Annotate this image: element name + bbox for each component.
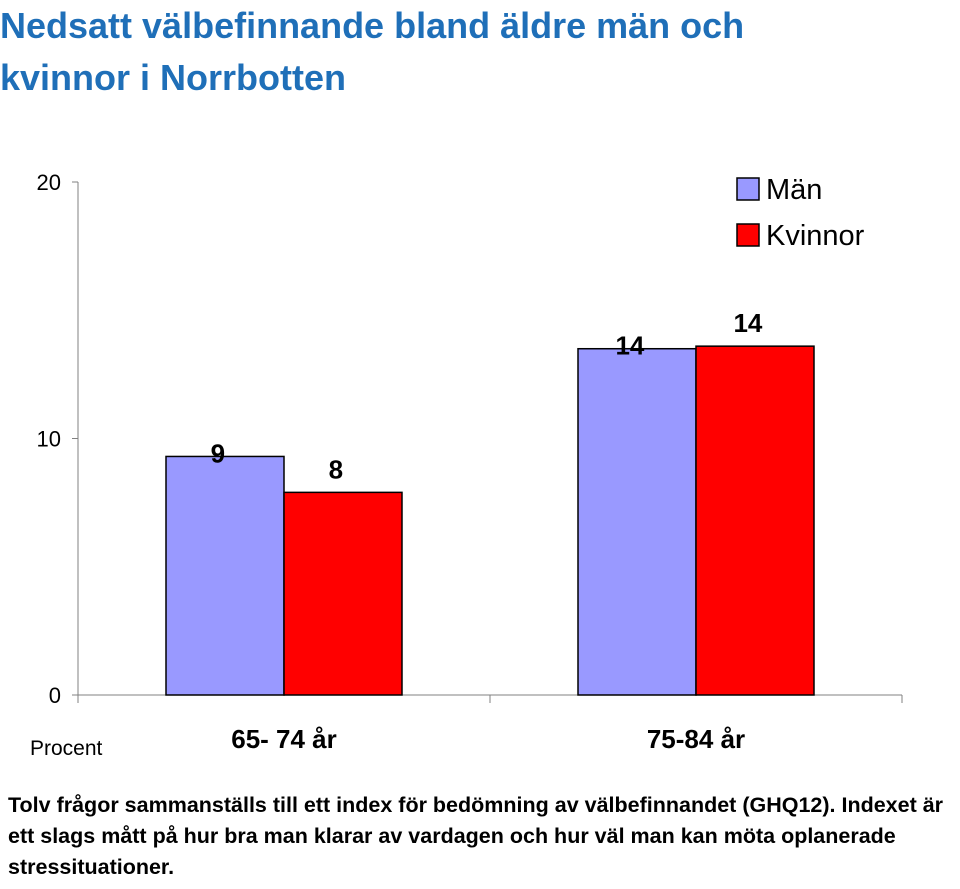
legend-swatch-kvinnor xyxy=(736,223,760,247)
chart-legend: Män Kvinnor xyxy=(736,174,865,252)
bar-chart: 0 10 20 Procent 9 8 65- 74 år 14 14 75-84 år Män… xyxy=(30,170,903,760)
chart-caption: Tolv frågor sammanställs till ett index … xyxy=(8,793,944,879)
legend-label-män: Män xyxy=(766,174,822,206)
bar-kvinnor-1 xyxy=(695,345,815,696)
chart-bars xyxy=(165,345,815,696)
x-category-label: 75-84 år xyxy=(647,724,745,754)
title-line-1: Nedsatt välbefinnande bland äldre män oc… xyxy=(0,5,745,46)
chart-labels: 9 8 65- 74 år 14 14 75-84 år xyxy=(211,308,763,754)
y-tick-label: 10 xyxy=(37,427,61,452)
bar-män-0 xyxy=(165,455,285,696)
x-category-label: 65- 74 år xyxy=(231,724,337,754)
title-line-2: kvinnor i Norrbotten xyxy=(0,57,347,98)
legend-swatch-män xyxy=(736,177,760,201)
y-tick-label: 20 xyxy=(37,170,61,195)
y-tick-label: 0 xyxy=(49,683,61,708)
legend-label-kvinnor: Kvinnor xyxy=(766,220,865,252)
data-label: 8 xyxy=(329,454,343,484)
y-axis-label: Procent xyxy=(30,737,103,760)
bar-kvinnor-0 xyxy=(283,491,403,696)
data-label: 14 xyxy=(733,308,762,338)
data-label: 14 xyxy=(615,331,644,361)
bar-män-1 xyxy=(577,347,697,696)
chart-title: Nedsatt välbefinnande bland äldre män oc… xyxy=(0,0,950,104)
data-label: 9 xyxy=(211,438,225,468)
